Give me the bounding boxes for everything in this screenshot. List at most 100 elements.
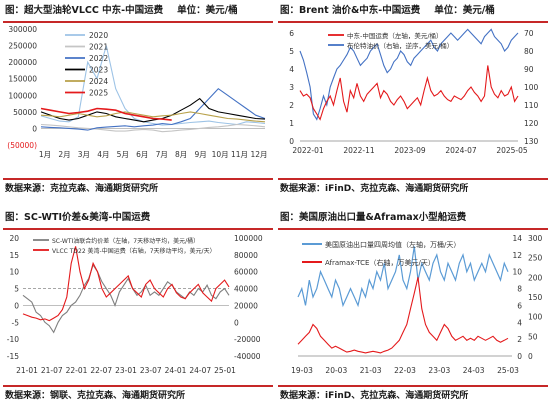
y-tick-label: 5	[14, 285, 19, 294]
series-line-2020	[40, 45, 266, 126]
series-line-2025	[40, 107, 172, 121]
legend-label: 2023	[89, 66, 108, 75]
x-tick-label: 24-01	[165, 366, 187, 375]
usg-china-freight-line	[22, 246, 230, 322]
y-tick-label: 15	[9, 251, 19, 260]
panel-sc-wti-spread: 图：SC-WTI价差&美湾-中国运费 20 15 10 5 0 -5 -10 -15 10000…	[3, 209, 273, 414]
y-tick-label: 60000	[234, 268, 258, 277]
x-tick-label: 23-07	[140, 366, 162, 375]
y-tick-label: 4	[517, 318, 522, 327]
legend-label: 2020	[89, 31, 108, 40]
source-rule	[278, 178, 548, 180]
x-tick-label: 2023-09	[394, 146, 426, 155]
brent-freight-chart: 6 5 4 3 2 1 0 70 80 90 100 110 120 130 2022-01 2022-11 2…	[289, 28, 539, 155]
y-tick-label: 150000	[8, 75, 37, 84]
y-tick-label: 20000	[234, 301, 258, 310]
x-tick-label: 22-01	[66, 366, 88, 375]
data-source: 数据来源：克拉克森、海通期货研究所	[5, 184, 159, 194]
series-line-2023	[40, 97, 266, 123]
sc-wti-spread-chart: 20 15 10 5 0 -5 -10 -15 100000 80000 60000 40000 200…	[7, 234, 263, 375]
x-tick-label: 10月	[212, 150, 229, 159]
data-source: 数据来源：钢联、克拉克森、海通期货研究所	[5, 391, 186, 401]
y-tick-label: 100	[524, 83, 539, 92]
x-tick-label: 7月	[156, 150, 168, 159]
x-tick-label: 23-01	[115, 366, 137, 375]
y-tick-label: -40000	[234, 352, 261, 361]
panel-title: 图：Brent 油价&中东-中国运费 单位：美元/桶	[280, 5, 495, 16]
y-tick-label: 300	[528, 234, 543, 243]
y-tick-label: 0	[528, 352, 533, 361]
data-source: 数据来源：iFinD、克拉克森、海通期货研究所	[280, 184, 469, 194]
y-tick-label: 6	[517, 301, 522, 310]
legend-label: 2022	[89, 54, 108, 63]
x-tick-label: 21-03	[360, 366, 382, 375]
y-tick-label: 250	[528, 254, 543, 263]
y-tick-label: 0	[14, 301, 19, 310]
series-line-2021	[40, 123, 266, 133]
x-tick-label: 2022-01	[292, 146, 324, 155]
y-tick-label: -5	[12, 318, 20, 327]
y-tick-label: 12	[512, 251, 522, 260]
x-tick-label: 24-07	[189, 366, 211, 375]
x-tick-label: 20-03	[325, 366, 347, 375]
x-tick-label: 9月	[194, 150, 206, 159]
x-tick-label: 11月	[231, 150, 248, 159]
us-crude-exports-line	[297, 246, 509, 308]
title-rule	[278, 21, 548, 23]
y-tick-label: 200	[528, 273, 543, 282]
panel-brent-freight: 图：Brent 油价&中东-中国运费 单位：美元/桶 6 5 4 3 2 1 0 70 80 90 1…	[278, 2, 548, 207]
series-line-2024	[40, 111, 266, 123]
panel-title: 图：超大型油轮VLCC 中东-中国运费 单位：美元/桶	[5, 5, 238, 16]
y-tick-label: -15	[7, 352, 19, 361]
aframax-tce-line	[297, 277, 509, 354]
y-tick-label: 0	[32, 124, 37, 133]
x-tick-label: 3月	[78, 150, 90, 159]
y-tick-label: 10	[512, 268, 522, 277]
data-source: 数据来源：iFinD、克拉克森、海通期货研究所	[280, 391, 469, 401]
source-rule	[3, 178, 273, 180]
y-tick-label: 70	[524, 29, 534, 38]
x-tick-label: 6月	[136, 150, 148, 159]
legend-label: 2025	[89, 89, 108, 98]
y-tick-label: 0	[289, 137, 294, 146]
legend-label: SC-WTI油联合约价差（左轴，7天移动平均，美元/桶）	[52, 237, 199, 245]
y-tick-label: -20000	[234, 335, 261, 344]
y-tick-label: 2	[517, 335, 522, 344]
y-tick-label: 10	[9, 268, 19, 277]
y-tick-label: 50000	[13, 108, 37, 117]
x-tick-label: 2月	[58, 150, 70, 159]
y-tick-label: 100000	[8, 91, 37, 100]
series-line-2022	[40, 87, 266, 131]
legend-label: VLCC TD22 美湾-中国运费（右轴，7天移动平均，美元/天）	[52, 247, 216, 255]
y-tick-label: 8	[517, 285, 522, 294]
y-tick-label: 2	[289, 101, 294, 110]
legend-label: 2024	[89, 77, 108, 86]
y-tick-label: 200000	[8, 58, 37, 67]
vlcc-freight-chart: 300000 250000 200000 150000 100000 50000 0 (500…	[7, 25, 267, 159]
x-tick-label: 19-03	[291, 366, 313, 375]
x-tick-label: 5月	[117, 150, 129, 159]
y-tick-label: 250000	[8, 42, 37, 51]
y-tick-label: 150	[528, 293, 543, 302]
y-tick-label: 6	[289, 29, 294, 38]
freight-line	[299, 65, 519, 121]
legend-label: 美国原油出口量四周均值（左轴，万桶/天）	[325, 240, 460, 249]
source-rule	[278, 385, 548, 387]
legend-label: Aframax-TCE（右轴，万美元/天）	[325, 258, 435, 267]
title-rule	[3, 228, 273, 230]
legend-label: 布伦特油价（右轴，逆序，美元/桶）	[347, 41, 453, 50]
x-tick-label: 12月	[250, 150, 267, 159]
y-tick-label: (50000)	[7, 141, 37, 150]
x-tick-label: 25-01	[214, 366, 236, 375]
y-tick-label: 100000	[234, 234, 263, 243]
panel-title: 图：美国原油出口量&Aframax小型船运费	[280, 212, 467, 223]
panel-vlcc-freight: 图：超大型油轮VLCC 中东-中国运费 单位：美元/桶 300000 250000 2…	[3, 2, 273, 207]
y-tick-label: 4	[289, 65, 294, 74]
title-rule	[278, 228, 548, 230]
y-tick-label: -10	[7, 335, 19, 344]
y-tick-label: 50	[528, 332, 538, 341]
y-tick-label: 120	[524, 119, 539, 128]
y-tick-label: 40000	[234, 285, 258, 294]
sc-wti-spread-line	[22, 263, 230, 334]
